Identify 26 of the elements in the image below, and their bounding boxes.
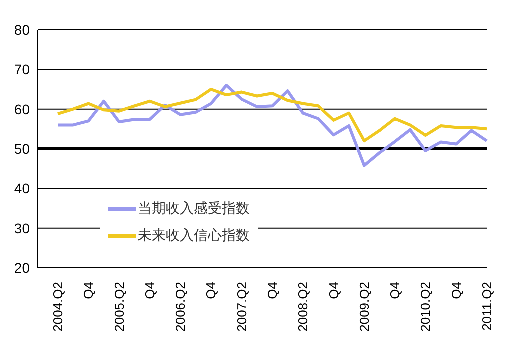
y-tick-label: 80 <box>14 22 30 38</box>
y-tick-label: 20 <box>14 260 30 276</box>
x-tick-label: 2008.Q2 <box>296 282 311 332</box>
x-tick-label: 2004.Q2 <box>50 282 66 332</box>
line-series <box>56 88 488 143</box>
x-tick-label: Q4 <box>448 282 464 300</box>
x-tick-label: Q4 <box>142 282 158 300</box>
y-tick-label: 40 <box>14 180 30 197</box>
y-tick-label: 50 <box>14 140 30 157</box>
y-tick-label: 60 <box>14 101 30 118</box>
x-tick-label: Q4 <box>265 282 280 300</box>
x-tick-label: 2011.Q2 <box>480 282 494 331</box>
x-tick-label: 2010.Q2 <box>418 282 434 332</box>
legend-label: 未来收入信心指数 <box>138 226 250 244</box>
line-series <box>56 84 488 168</box>
x-tick-label: 2009.Q2 <box>356 282 372 332</box>
x-tick-label: Q4 <box>204 282 219 300</box>
legend-label: 当期收入感受指数 <box>138 200 250 218</box>
y-tick-label: 70 <box>14 62 30 78</box>
y-tick-label: 30 <box>14 220 30 236</box>
x-tick-label: Q4 <box>81 282 96 300</box>
x-tick-label: 2005.Q2 <box>112 282 127 332</box>
x-tick-label: Q4 <box>326 282 342 300</box>
x-tick-label: 2006.Q2 <box>173 282 188 332</box>
x-tick-label: 2007.Q2 <box>234 282 250 332</box>
x-tick-label: Q4 <box>388 282 403 300</box>
